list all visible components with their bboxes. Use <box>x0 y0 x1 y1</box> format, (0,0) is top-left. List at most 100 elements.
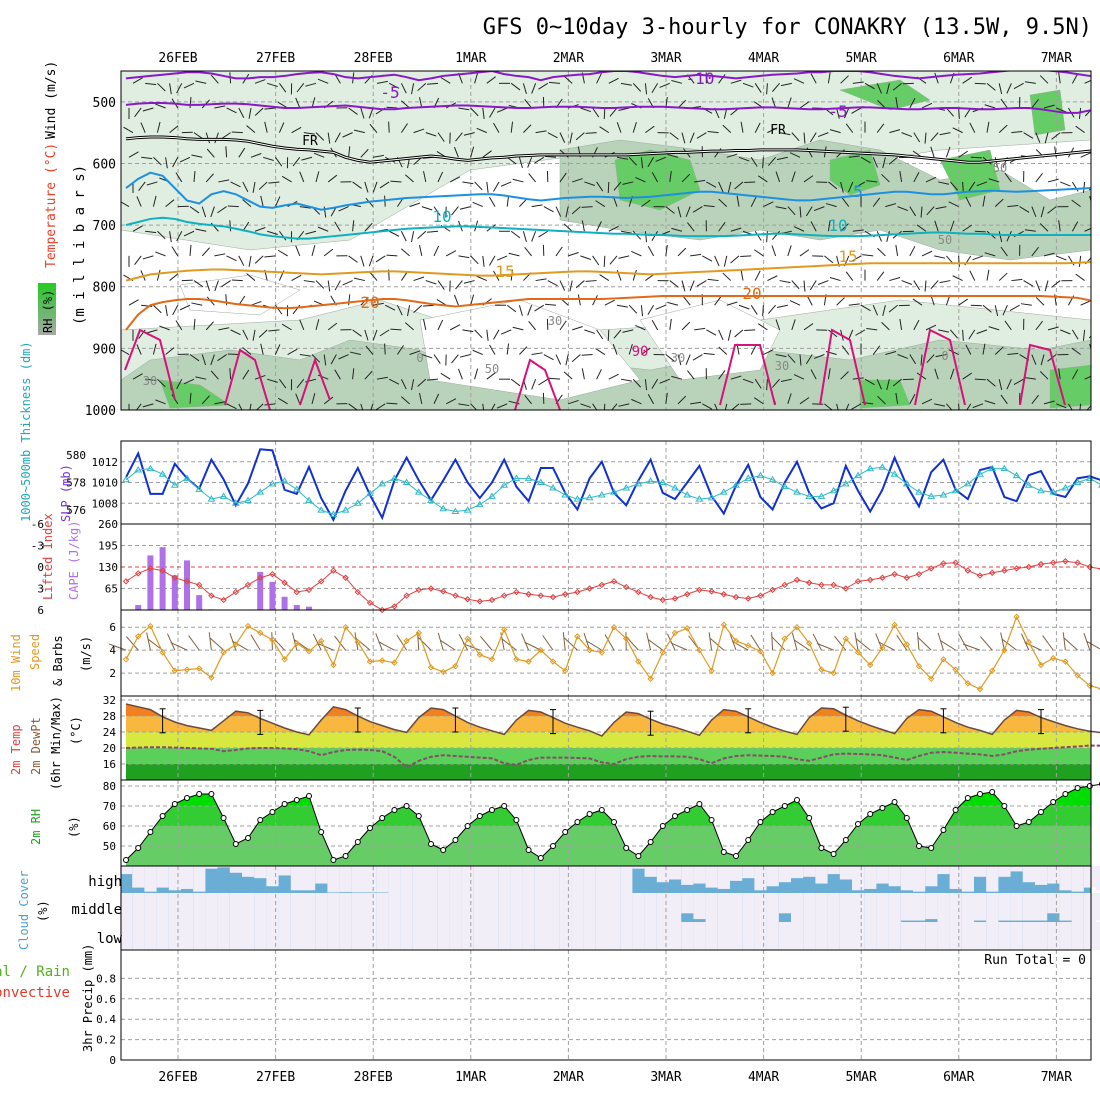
wind-barb <box>568 253 578 256</box>
cloud-clear-cell <box>157 922 169 950</box>
wind-barb <box>697 281 706 287</box>
precip-frame <box>121 950 1091 1060</box>
wind-barb <box>1093 305 1100 307</box>
cloud-clear-cell <box>242 922 254 950</box>
date-label-top: 1MAR <box>455 51 486 66</box>
wind-barb <box>349 256 358 262</box>
cloud-clear-cell <box>449 893 461 922</box>
cloud-clear-cell <box>181 893 193 922</box>
cloud-clear-cell <box>498 866 510 893</box>
rh-marker <box>294 798 299 803</box>
rh-marker <box>795 798 800 803</box>
rh-marker <box>1063 792 1068 797</box>
precip-axis-label: 3hr Precip (mm) <box>81 944 95 1052</box>
cloud-clear-cell <box>218 922 230 950</box>
rh-marker <box>209 792 214 797</box>
wind-barb <box>862 255 873 256</box>
wind-barb <box>420 245 422 256</box>
cloud-clear-cell <box>864 866 876 889</box>
rh-marker <box>892 800 897 805</box>
cloud-clear-cell <box>291 922 303 950</box>
cloud-clear-cell <box>181 922 193 950</box>
wind-barb <box>490 256 496 266</box>
cape-bar <box>282 597 288 610</box>
wind-barb <box>604 404 605 415</box>
cloud-clear-cell <box>1047 866 1059 884</box>
cloud-clear-cell <box>876 922 888 950</box>
wind-barb <box>810 281 816 290</box>
rh-marker <box>1087 784 1092 789</box>
cloud-clear-cell <box>608 922 620 950</box>
cloud-clear-cell <box>669 866 681 880</box>
contour-label: 10 <box>828 216 847 235</box>
date-label-bottom: 27FEB <box>256 1070 295 1085</box>
wind-barb <box>1024 281 1033 287</box>
pressure-tick-label: 600 <box>93 157 116 172</box>
slp-axis-label: SLP (mb) <box>59 464 73 522</box>
rh-marker <box>843 838 848 843</box>
cloud-clear-cell <box>645 922 657 950</box>
cloud-clear-cell <box>352 866 364 892</box>
cloud-clear-cell <box>242 893 254 922</box>
wind-barb <box>777 305 788 307</box>
cloud-clear-cell <box>315 893 327 922</box>
wind-barb <box>740 404 751 405</box>
cloud-clear-cell <box>169 866 181 890</box>
wind-barb-10m <box>980 637 992 651</box>
wind-barb <box>427 231 438 232</box>
cape-axis-label: CAPE (J/kg) <box>67 521 81 600</box>
date-label-bottom: 7MAR <box>1041 1070 1072 1085</box>
cloud-clear-cell <box>754 866 766 890</box>
wind-barb-10m <box>563 632 565 650</box>
cloud-clear-cell <box>620 922 632 950</box>
cloud-clear-cell <box>718 922 730 950</box>
cloud-clear-cell <box>925 866 937 886</box>
contour-label: -10 <box>686 69 715 88</box>
wind-barb-10m <box>522 634 529 651</box>
wind-barb <box>744 330 755 331</box>
wind-barb <box>593 295 598 305</box>
wind-barb <box>477 276 487 280</box>
wind-barb <box>401 249 409 256</box>
cloud-clear-cell <box>828 893 840 922</box>
rh-marker <box>136 846 141 851</box>
wind-barb <box>604 256 605 267</box>
cloud-clear-cell <box>657 922 669 950</box>
wind-barb <box>228 206 239 207</box>
cloud-clear-cell <box>730 893 742 922</box>
rh-marker <box>502 804 507 809</box>
wind-barb <box>683 297 690 306</box>
cloud-clear-cell <box>413 893 425 922</box>
date-label-bottom: 3MAR <box>650 1070 681 1085</box>
wind-barb <box>166 305 168 316</box>
wind-tick: 2 <box>109 667 116 680</box>
wind-barb <box>975 83 986 84</box>
cloud-clear-cell <box>767 922 779 950</box>
cloud-clear-cell <box>132 893 144 922</box>
cloud-clear-cell <box>1072 866 1084 892</box>
cloud-clear-cell <box>388 922 400 950</box>
rh-marker <box>709 818 714 823</box>
wind-barb <box>975 379 986 380</box>
wind-barb <box>455 281 462 290</box>
rh-marker <box>355 840 360 845</box>
wind-barb <box>999 273 1007 281</box>
cloud-clear-cell <box>657 866 669 882</box>
cloud-clear-cell <box>779 866 791 882</box>
contour-label: -5 <box>828 102 847 121</box>
wind-barb <box>846 272 853 281</box>
wind-barb <box>690 254 701 256</box>
cloud-clear-cell <box>303 922 315 950</box>
rh-marker <box>746 838 751 843</box>
contour-label: 20 <box>742 284 761 303</box>
cloud-clear-cell <box>413 922 425 950</box>
rh-marker <box>453 838 458 843</box>
cloud-clear-cell <box>998 922 1010 950</box>
cloud-clear-cell <box>559 893 571 922</box>
cloud-clear-cell <box>547 866 559 893</box>
temp-label-1: 2m Temp <box>9 724 23 775</box>
wind-barb <box>487 182 488 193</box>
